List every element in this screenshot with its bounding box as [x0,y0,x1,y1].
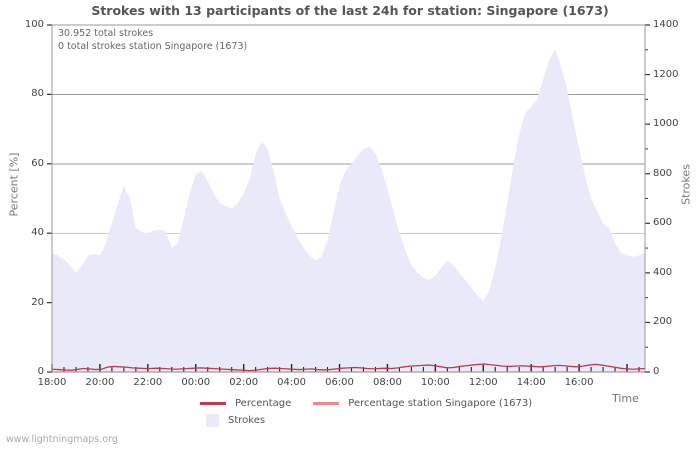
legend-item[interactable]: Percentage [200,398,291,409]
legend-box-swatch [206,414,219,427]
y-tick-label-right: 0 [653,366,660,377]
y-tick-label-right: 1400 [653,19,679,30]
legend-row-primary: Percentage Percentage station Singapore (… [200,398,554,409]
x-tick-label: 08:00 [373,377,402,388]
y-tick-label-left: 20 [31,296,44,308]
x-tick-label: 20:00 [85,377,115,388]
x-tick-label: 06:00 [325,377,354,388]
x-tick-label: 02:00 [229,377,259,388]
y-tick-label-right: 400 [653,266,673,278]
x-tick-label: 00:00 [181,377,211,388]
x-axis-label: Time [612,392,639,405]
x-tick-label: 14:00 [516,377,546,388]
strokes-area-series [52,49,645,372]
x-tick-label: 22:00 [133,377,163,388]
y-tick-label-right: 1000 [653,118,679,130]
y-tick-label-right: 200 [653,316,673,328]
y-tick-label-left: 0 [37,366,44,377]
legend-label: Strokes [228,415,266,426]
legend-line-swatch [200,402,226,405]
x-tick-label: 10:00 [420,377,450,388]
y-tick-label-left: 60 [31,157,44,169]
legend-row-secondary: Strokes [200,414,287,427]
x-tick-label: 16:00 [564,377,594,388]
legend-item[interactable]: Strokes [200,414,265,427]
y-tick-label-left: 80 [31,88,44,100]
y-tick-label-right: 800 [653,167,673,179]
y-tick-label-left: 40 [31,227,44,239]
x-tick-label: 04:00 [277,377,306,388]
legend-label: Percentage station Singapore (1673) [348,398,533,409]
x-tick-label: 18:00 [37,377,67,388]
y-tick-label-right: 600 [653,217,673,229]
annotation-station-strokes: 0 total strokes station Singapore (1673) [58,41,248,52]
y-tick-label-left: 100 [24,19,44,30]
plot-frame [51,24,646,373]
chart-title: Strokes with 13 participants of the last… [91,3,609,18]
legend-item[interactable]: Percentage station Singapore (1673) [313,398,532,409]
legend-line-swatch [313,402,340,405]
x-tick-label: 12:00 [468,377,498,388]
legend-label: Percentage [235,398,292,409]
y-tick-label-right: 1200 [653,68,679,80]
footer-watermark: www.lightningmaps.org [6,434,118,445]
annotation-total-strokes: 30.952 total strokes [58,28,154,39]
